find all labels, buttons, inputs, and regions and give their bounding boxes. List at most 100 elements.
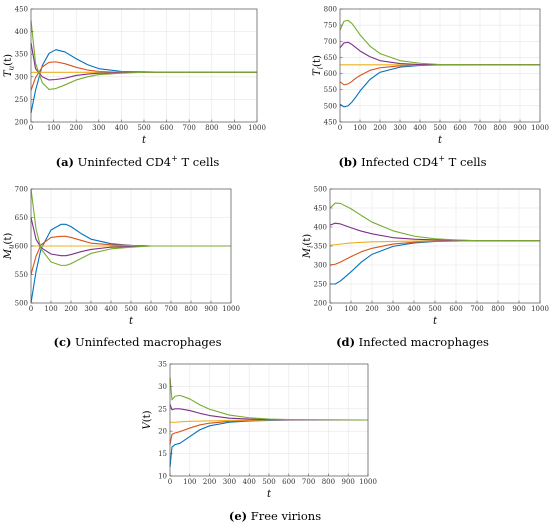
y-axis-label-sub: u: [8, 244, 16, 249]
x-tick-label: 300: [393, 124, 406, 132]
x-tick-label: 900: [512, 305, 525, 313]
y-tick-label: 650: [324, 54, 337, 62]
x-tick-label: 0: [29, 124, 33, 132]
x-tick-label: 800: [322, 478, 335, 486]
y-tick-label: 200: [15, 119, 28, 127]
caption-tag-e: (e): [228, 509, 248, 523]
caption-tail-b: T cells: [445, 154, 487, 169]
x-tick-label: 1000: [222, 305, 240, 313]
caption-tag-b: (b): [338, 154, 358, 169]
y-axis-label-sub: i: [317, 67, 325, 69]
x-tick-label: 400: [115, 124, 128, 132]
x-tick-label: 100: [353, 124, 366, 132]
y-tick-label: 200: [314, 300, 327, 308]
chart-e: 0 100 200 300 400 500 600 700 800 900 1000 10 15 20 25…: [142, 361, 377, 501]
x-tick-label: 800: [493, 124, 506, 132]
x-tick-label: 700: [473, 124, 486, 132]
chart-c: 0 100 200 300 400 500 600 700 800 900 1000 500 550 60…: [3, 186, 240, 328]
y-tick-label: 450: [314, 205, 327, 213]
x-tick-label: 0: [168, 478, 172, 486]
x-tick-label: 1000: [359, 478, 377, 486]
y-tick-label: 500: [15, 300, 28, 308]
x-tick-label: 400: [243, 478, 256, 486]
x-tick-label: 0: [338, 124, 342, 132]
y-tick-label: 350: [15, 51, 28, 59]
x-tick-label: 700: [302, 478, 315, 486]
caption-tail-a: T cells: [177, 154, 220, 169]
y-tick-label: 250: [314, 281, 327, 289]
series-line-b-4: [339, 19, 540, 66]
y-axis-label: Tu(t): [3, 54, 16, 77]
panel-a: 0 100 200 300 400 500 600 700 800 900 1000 200 250 30…: [0, 0, 275, 155]
x-tick-label: 400: [413, 124, 426, 132]
y-axis-label-main: T: [3, 69, 14, 77]
y-axis-label-arg: (t): [142, 410, 153, 422]
y-tick-label: 350: [314, 243, 327, 251]
y-axis-label-main: M: [302, 247, 313, 259]
x-tick-label: 200: [373, 124, 386, 132]
x-tick-label: 1000: [531, 305, 549, 313]
caption-e: (e) Free virions: [0, 509, 550, 523]
chart-b: 0 100 200 300 400 500 600 700 800 900 1000 450 500 55…: [312, 6, 549, 147]
x-tick-label: 100: [183, 478, 196, 486]
x-tick-label: 200: [64, 305, 77, 313]
caption-text-b: Infected CD4: [357, 154, 439, 169]
panel-e: 0 100 200 300 400 500 600 700 800 900 1000 10 15 20 25…: [0, 353, 550, 508]
panel-b: 0 100 200 300 400 500 600 700 800 900 1000 450 500 55…: [275, 0, 550, 155]
x-tick-label: 300: [386, 305, 399, 313]
caption-text-c: Uninfected macrophages: [71, 335, 222, 349]
x-tick-label: 200: [365, 305, 378, 313]
panel-c: 0 100 200 300 400 500 600 700 800 900 1000 500 550 60…: [0, 180, 275, 335]
x-tick-label: 900: [513, 124, 526, 132]
caption-text-d: Infected macrophages: [355, 335, 489, 349]
y-tick-label: 30: [158, 383, 167, 391]
y-tick-label: 250: [15, 96, 28, 104]
y-axis-label-main: V: [142, 421, 153, 430]
grid-a: [30, 8, 258, 123]
y-tick-label: 35: [158, 361, 167, 369]
x-tick-label: 400: [104, 305, 117, 313]
y-tick-label: 500: [314, 186, 327, 194]
y-axis-label-arg: (t): [3, 54, 14, 66]
x-tick-label: 1000: [248, 124, 266, 132]
y-axis-label-arg: (t): [3, 233, 14, 245]
caption-text-a: Uninfected CD4: [74, 154, 172, 169]
grid-b: [339, 8, 541, 123]
series-line-d-4: [329, 202, 540, 242]
x-tick-label: 600: [449, 305, 462, 313]
y-axis-label-arg: (t): [302, 234, 313, 246]
y-tick-label: 450: [15, 6, 28, 14]
y-tick-label: 450: [324, 119, 337, 127]
y-tick-label: 20: [158, 428, 167, 436]
x-tick-label: 700: [470, 305, 483, 313]
y-tick-label: 400: [15, 28, 28, 36]
y-tick-label: 400: [314, 224, 327, 232]
series-line-a-4: [30, 20, 257, 91]
caption-tag-c: (c): [53, 335, 72, 349]
x-tick-label: 500: [137, 124, 150, 132]
y-axis-label: V(t): [142, 410, 153, 429]
y-tick-label: 700: [324, 38, 337, 46]
x-tick-label: 200: [70, 124, 83, 132]
y-tick-label: 300: [314, 262, 327, 270]
x-tick-label: 0: [29, 305, 33, 313]
y-tick-label: 550: [15, 271, 28, 279]
x-tick-label: 300: [92, 124, 105, 132]
y-axis-label-sub: i: [307, 246, 315, 248]
y-axis-label-sub: u: [8, 65, 16, 70]
y-axis-label-main: T: [312, 68, 323, 76]
x-tick-label: 800: [184, 305, 197, 313]
x-tick-label: 300: [84, 305, 97, 313]
y-axis-label: Mu(t): [3, 233, 16, 261]
x-tick-label: 1000: [531, 124, 549, 132]
x-tick-label: 100: [44, 305, 57, 313]
x-tick-label: 600: [453, 124, 466, 132]
y-axis-label-arg: (t): [312, 55, 323, 67]
y-axis-label: Ti(t): [312, 55, 325, 76]
y-axis-label-main: M: [3, 248, 14, 260]
y-tick-label: 750: [324, 22, 337, 30]
y-tick-label: 25: [158, 405, 167, 413]
chart-a: 0 100 200 300 400 500 600 700 800 900 1000 200 250 30…: [3, 6, 266, 147]
x-axis-label: t: [142, 135, 147, 146]
x-tick-label: 200: [203, 478, 216, 486]
